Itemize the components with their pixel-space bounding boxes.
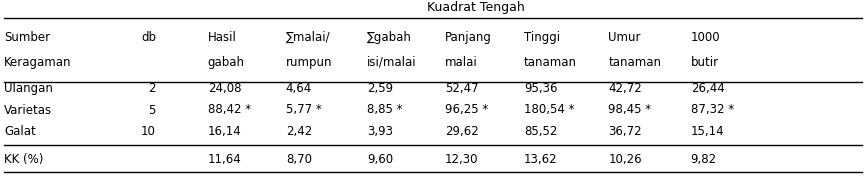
Text: 9,82: 9,82 (691, 153, 717, 166)
Text: 85,52: 85,52 (524, 125, 558, 138)
Text: 8,85 *: 8,85 * (367, 103, 402, 117)
Text: Galat: Galat (4, 125, 36, 138)
Text: 95,36: 95,36 (524, 82, 558, 95)
Text: 10,26: 10,26 (608, 153, 642, 166)
Text: Hasil: Hasil (208, 31, 236, 44)
Text: 1000: 1000 (691, 31, 721, 44)
Text: 88,42 *: 88,42 * (208, 103, 251, 117)
Text: 15,14: 15,14 (691, 125, 724, 138)
Text: 180,54 *: 180,54 * (524, 103, 574, 117)
Text: 13,62: 13,62 (524, 153, 558, 166)
Text: tanaman: tanaman (608, 56, 662, 69)
Text: 11,64: 11,64 (208, 153, 242, 166)
Text: Keragaman: Keragaman (4, 56, 72, 69)
Text: 4,64: 4,64 (286, 82, 312, 95)
Text: 42,72: 42,72 (608, 82, 642, 95)
Text: 52,47: 52,47 (445, 82, 478, 95)
Text: 24,08: 24,08 (208, 82, 242, 95)
Text: Sumber: Sumber (4, 31, 50, 44)
Text: db: db (141, 31, 156, 44)
Text: Umur: Umur (608, 31, 641, 44)
Text: rumpun: rumpun (286, 56, 333, 69)
Text: 26,44: 26,44 (691, 82, 724, 95)
Text: Ulangan: Ulangan (4, 82, 53, 95)
Text: 16,14: 16,14 (208, 125, 242, 138)
Text: 98,45 *: 98,45 * (608, 103, 651, 117)
Text: Kuadrat Tengah: Kuadrat Tengah (428, 1, 525, 14)
Text: 36,72: 36,72 (608, 125, 642, 138)
Text: ∑gabah: ∑gabah (367, 31, 411, 44)
Text: 29,62: 29,62 (445, 125, 478, 138)
Text: 10: 10 (141, 125, 156, 138)
Text: butir: butir (691, 56, 719, 69)
Text: tanaman: tanaman (524, 56, 577, 69)
Text: KK (%): KK (%) (4, 153, 43, 166)
Text: 5: 5 (148, 103, 156, 117)
Text: 2,42: 2,42 (286, 125, 312, 138)
Text: Varietas: Varietas (4, 103, 53, 117)
Text: ∑malai/: ∑malai/ (286, 31, 331, 44)
Text: 87,32 *: 87,32 * (691, 103, 734, 117)
Text: 2: 2 (148, 82, 156, 95)
Text: 9,60: 9,60 (367, 153, 393, 166)
Text: isi/malai: isi/malai (367, 56, 417, 69)
Text: 3,93: 3,93 (367, 125, 393, 138)
Text: Tinggi: Tinggi (524, 31, 560, 44)
Text: malai: malai (445, 56, 477, 69)
Text: 96,25 *: 96,25 * (445, 103, 488, 117)
Text: 8,70: 8,70 (286, 153, 312, 166)
Text: 5,77 *: 5,77 * (286, 103, 321, 117)
Text: gabah: gabah (208, 56, 245, 69)
Text: Panjang: Panjang (445, 31, 492, 44)
Text: 2,59: 2,59 (367, 82, 393, 95)
Text: 12,30: 12,30 (445, 153, 478, 166)
